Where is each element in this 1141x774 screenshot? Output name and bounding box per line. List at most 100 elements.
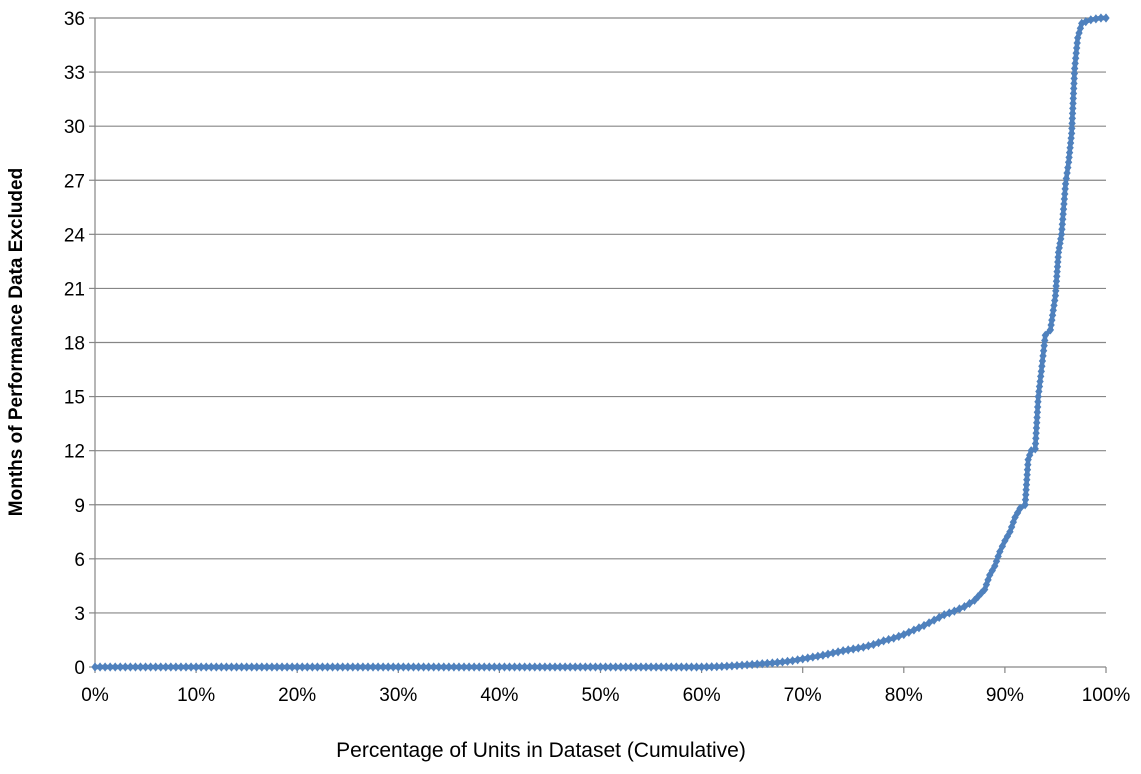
data-point-marker	[187, 662, 195, 672]
data-point-marker	[212, 662, 220, 672]
data-point-marker	[890, 633, 898, 643]
x-tick-label: 30%	[379, 685, 417, 706]
data-point-marker	[984, 575, 992, 585]
data-point-marker	[763, 658, 771, 668]
y-tick-label: 6	[74, 550, 85, 571]
x-tick-label: 90%	[986, 685, 1024, 706]
data-point-marker	[829, 648, 837, 658]
data-point-marker	[293, 662, 301, 672]
data-point-marker	[799, 654, 807, 664]
data-point-marker	[1069, 98, 1077, 109]
data-point-marker	[970, 595, 979, 605]
data-point-marker	[1032, 433, 1040, 444]
data-point-marker	[222, 662, 231, 672]
data-point-marker	[551, 662, 559, 672]
data-point-marker	[1037, 366, 1045, 376]
data-point-marker	[965, 598, 974, 609]
x-tick-label: 0%	[81, 685, 109, 706]
data-point-marker	[723, 661, 731, 671]
data-point-marker	[1052, 276, 1061, 286]
data-point-marker	[1038, 356, 1047, 366]
data-point-marker	[1016, 503, 1024, 513]
data-point-marker	[809, 652, 817, 662]
data-point-marker	[697, 662, 706, 672]
data-point-marker	[1059, 204, 1068, 214]
data-point-marker	[419, 662, 428, 672]
y-tick-label: 9	[74, 496, 85, 517]
data-point-marker	[1069, 103, 1077, 114]
data-point-marker	[1033, 412, 1041, 423]
data-point-marker	[637, 662, 645, 672]
data-point-marker	[404, 662, 413, 672]
data-point-marker	[369, 662, 377, 672]
data-point-marker	[1023, 470, 1031, 480]
data-point-marker	[1034, 397, 1042, 407]
data-point-marker	[1022, 485, 1030, 495]
data-point-marker	[1068, 108, 1077, 119]
data-point-marker	[743, 660, 751, 670]
data-point-marker	[1022, 490, 1030, 500]
data-point-marker	[652, 662, 660, 672]
y-tick-label: 3	[74, 604, 85, 625]
y-tick-label: 18	[64, 334, 85, 355]
data-point-marker	[718, 661, 726, 672]
data-point-marker	[475, 662, 483, 672]
data-point-marker	[546, 662, 554, 672]
data-point-marker	[974, 592, 982, 602]
data-point-marker	[1068, 123, 1076, 133]
y-tick-label: 36	[64, 9, 85, 30]
data-point-marker	[384, 662, 392, 672]
data-point-marker	[202, 662, 210, 672]
data-point-marker	[1033, 407, 1042, 417]
data-point-marker	[273, 662, 281, 672]
data-point-marker	[1035, 386, 1043, 397]
data-point-marker	[1070, 73, 1078, 84]
y-tick-label: 12	[64, 442, 85, 463]
data-point-marker	[389, 662, 397, 672]
data-point-marker	[1051, 291, 1060, 301]
data-point-marker	[1031, 439, 1040, 449]
data-point-marker	[106, 662, 114, 672]
data-point-marker	[738, 660, 746, 670]
data-point-marker	[601, 662, 610, 672]
data-point-marker	[1052, 281, 1060, 291]
data-point-marker	[1082, 17, 1090, 27]
data-point-marker	[303, 662, 311, 672]
data-point-marker	[758, 659, 766, 669]
axes	[89, 17, 1107, 673]
data-point-marker	[662, 662, 670, 672]
data-point-marker	[460, 662, 468, 672]
data-point-marker	[1033, 402, 1042, 412]
data-point-marker	[788, 656, 797, 666]
data-point-marker	[1021, 500, 1029, 510]
data-point-marker	[379, 662, 387, 672]
data-point-marker	[702, 662, 711, 672]
data-point-marker	[1038, 361, 1046, 371]
data-point-marker	[248, 662, 256, 672]
data-point-marker	[854, 643, 862, 653]
data-point-marker	[510, 662, 519, 672]
data-point-marker	[151, 662, 160, 672]
x-tick-label: 60%	[683, 685, 721, 706]
data-point-marker	[1072, 48, 1080, 58]
data-point-marker	[778, 657, 787, 667]
data-point-marker	[1057, 229, 1066, 239]
data-point-marker	[465, 662, 473, 672]
data-point-marker	[682, 662, 691, 672]
data-point-marker	[394, 662, 402, 672]
data-point-marker	[622, 662, 630, 672]
data-point-marker	[318, 662, 327, 672]
data-point-marker	[728, 661, 736, 671]
data-point-marker	[753, 659, 761, 669]
data-point-marker	[495, 662, 504, 672]
data-point-marker	[298, 662, 306, 672]
data-point-marker	[1036, 376, 1044, 387]
data-point-marker	[1092, 14, 1100, 24]
x-axis-title: Percentage of Units in Dataset (Cumulati…	[336, 739, 746, 762]
data-point-marker	[1039, 346, 1048, 356]
data-point-marker	[146, 662, 155, 672]
data-point-marker	[485, 662, 493, 672]
data-point-marker	[1031, 444, 1039, 454]
data-point-marker	[450, 662, 458, 672]
